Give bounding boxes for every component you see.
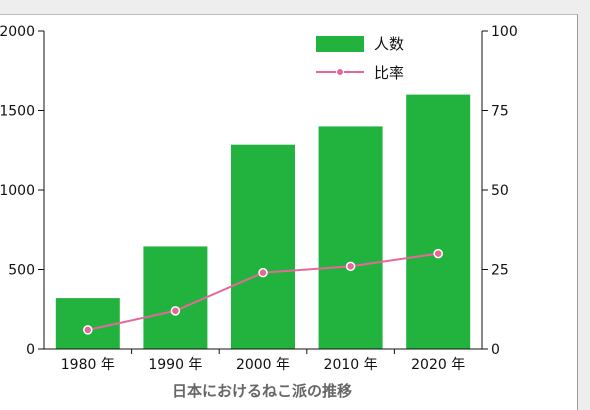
x-tick-label-0: 1980 年 xyxy=(61,357,115,373)
y-right-tick-label-3: 75 xyxy=(491,104,509,120)
bar-3 xyxy=(318,126,383,350)
plot-area xyxy=(55,94,471,350)
bar-4 xyxy=(406,94,471,349)
y-right-tick-label-1: 25 xyxy=(491,263,509,279)
y-left-tick-label-2: 1000 xyxy=(0,183,35,199)
y-right-tick-label-2: 50 xyxy=(491,183,509,199)
legend-marker-ratio xyxy=(336,68,344,76)
ratio-point-4 xyxy=(433,248,443,259)
chart-title: 日本におけるねこ派の推移 xyxy=(172,382,352,400)
legend-swatch-bar xyxy=(316,36,364,52)
x-tick-label-1: 1990 年 xyxy=(148,357,202,373)
y-left-tick-label-1: 500 xyxy=(8,263,35,279)
bar-0 xyxy=(55,298,120,349)
bar-2 xyxy=(231,144,295,349)
x-tick-label-3: 2010 年 xyxy=(324,357,378,373)
y-left-tick-label-0: 0 xyxy=(26,342,35,358)
x-tick-label-4: 2020 年 xyxy=(411,357,465,373)
y-right-tick-label-4: 100 xyxy=(491,24,518,40)
y-right-tick-label-0: 0 xyxy=(491,342,500,358)
y-left-tick-label-3: 1500 xyxy=(0,104,35,120)
ratio-point-0 xyxy=(83,325,93,335)
y-left-tick-label-4: 2000 xyxy=(0,24,35,40)
bar-1 xyxy=(143,246,208,349)
x-tick-label-2: 2000 年 xyxy=(236,357,290,373)
ratio-point-2 xyxy=(258,267,268,278)
ratio-point-1 xyxy=(170,306,181,316)
axes: 0 500 1000 1500 2000 0 25 50 75 100 1980 年 1990 年 20… xyxy=(0,24,518,373)
legend-label-ratio: 比率 xyxy=(374,64,404,82)
legend-label-bar: 人数 xyxy=(374,35,404,53)
ratio-point-3 xyxy=(345,261,356,272)
